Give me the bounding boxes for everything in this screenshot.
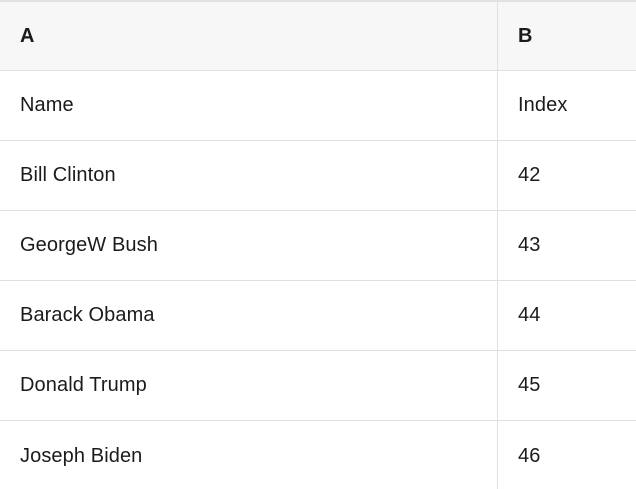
cell-b[interactable]: 45 bbox=[497, 351, 636, 420]
table-row: GeorgeW Bush 43 bbox=[0, 211, 636, 281]
cell-b[interactable]: 44 bbox=[497, 281, 636, 350]
cell-a[interactable]: Barack Obama bbox=[20, 304, 155, 326]
table-body: Name Index Bill Clinton 42 GeorgeW Bush 43 Bar… bbox=[0, 71, 636, 489]
cell-b[interactable]: 43 bbox=[497, 211, 636, 280]
table-row: Donald Trump 45 bbox=[0, 351, 636, 421]
cell-a[interactable]: Name bbox=[20, 94, 74, 116]
cell-b[interactable]: 46 bbox=[497, 421, 636, 489]
cell-b[interactable]: 42 bbox=[497, 141, 636, 210]
cell-b[interactable]: Index bbox=[497, 71, 636, 140]
cell-a[interactable]: GeorgeW Bush bbox=[20, 234, 158, 256]
table-row: Bill Clinton 42 bbox=[0, 141, 636, 211]
table-row: Joseph Biden 46 bbox=[0, 421, 636, 489]
cell-a[interactable]: Joseph Biden bbox=[20, 444, 143, 467]
cell-a[interactable]: Bill Clinton bbox=[20, 164, 116, 186]
column-header-a[interactable]: A bbox=[20, 24, 35, 47]
table-row: Barack Obama 44 bbox=[0, 281, 636, 351]
column-header-row: A B bbox=[0, 2, 636, 71]
column-header-b[interactable]: B bbox=[497, 2, 636, 70]
cell-a[interactable]: Donald Trump bbox=[20, 374, 147, 396]
table-row: Name Index bbox=[0, 71, 636, 141]
